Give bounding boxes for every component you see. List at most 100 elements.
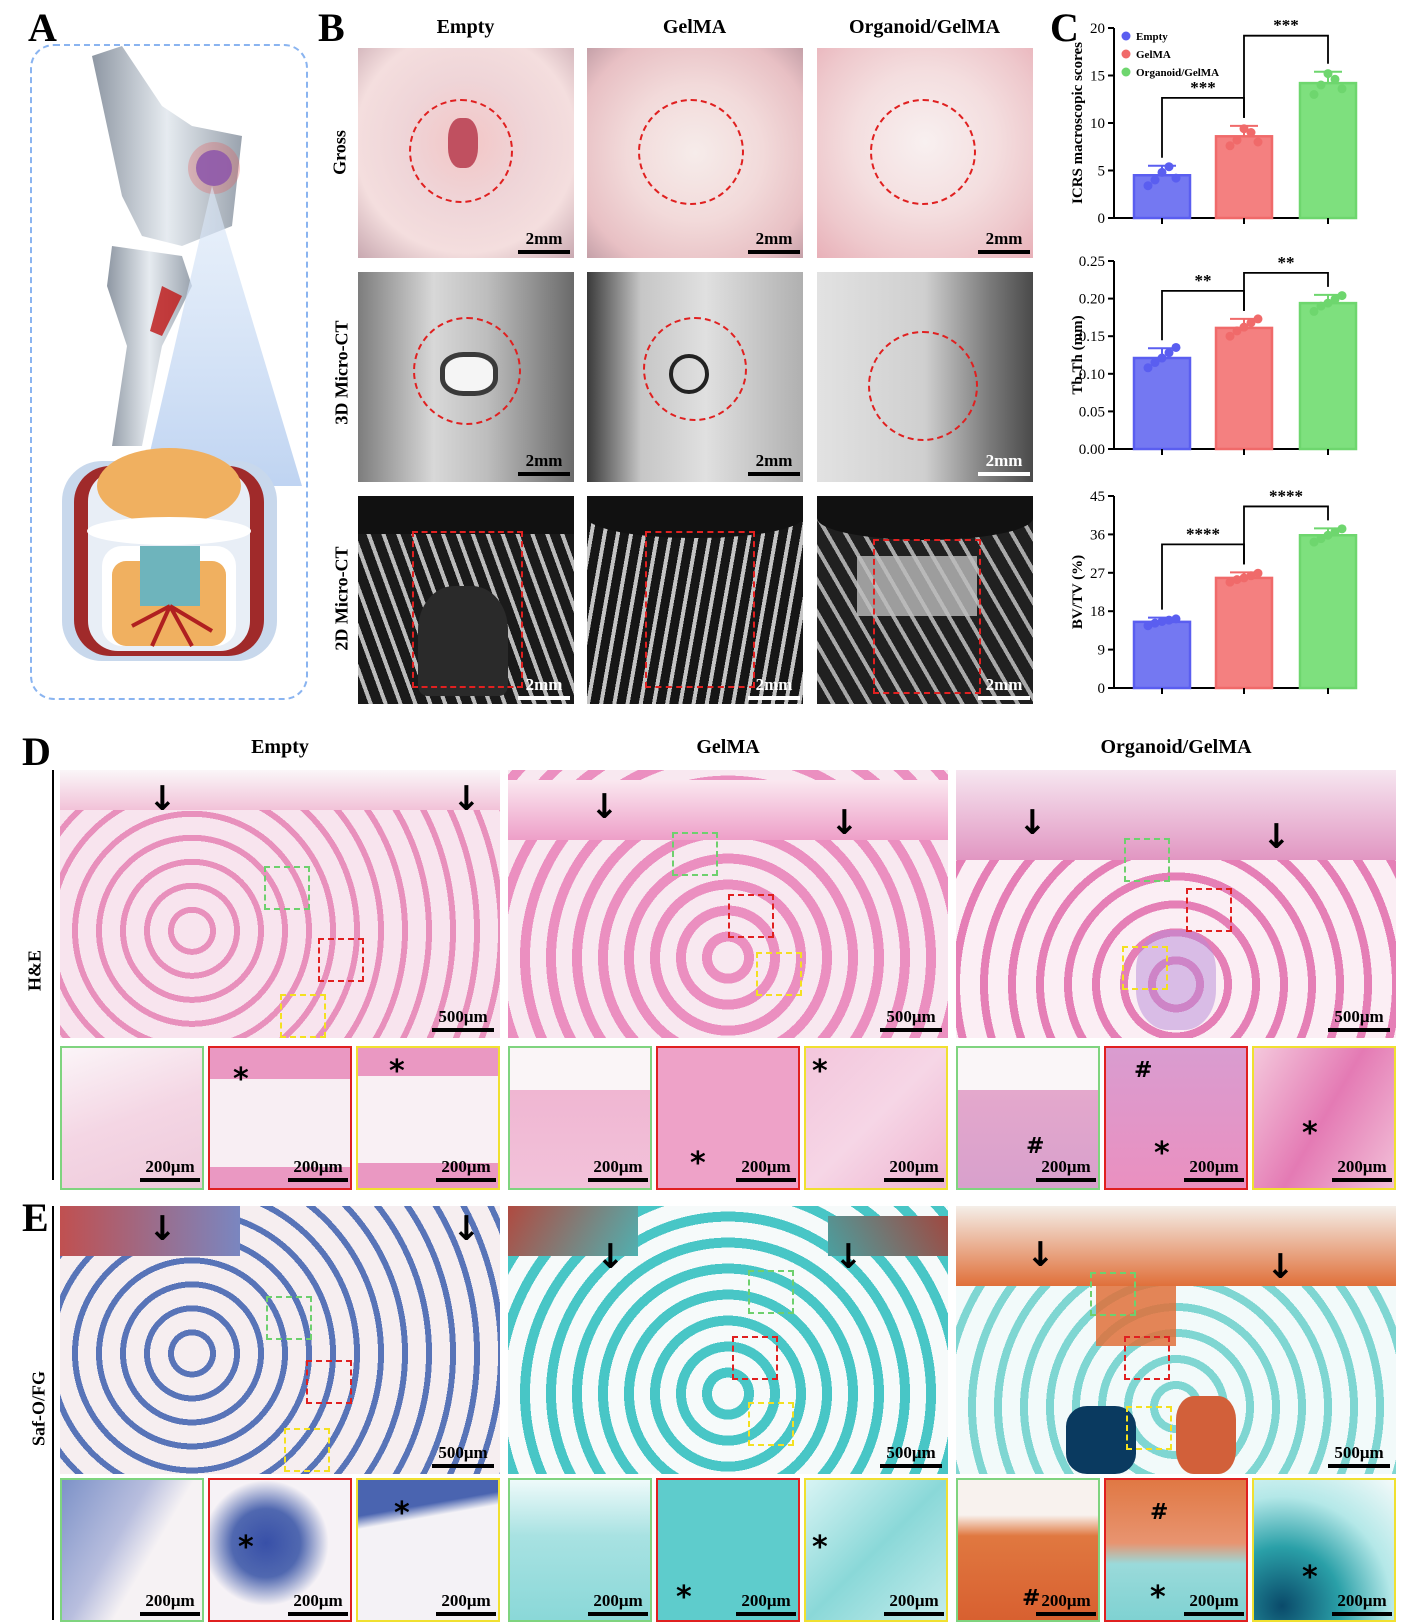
legend-marker — [1121, 49, 1131, 59]
y-axis-label: BV/TV (%) — [1070, 555, 1086, 629]
y-tick-label: 15 — [1090, 69, 1105, 85]
cartilage-hash-safo-organoid-green: # — [1022, 1586, 1041, 1611]
bar-organoid — [1298, 301, 1358, 451]
bar-empty — [1132, 356, 1192, 451]
data-point — [1337, 84, 1347, 94]
scale-bar-safo-inset-9: 200μm — [1332, 1592, 1392, 1616]
scale-bar-safo-inset-3: 200μm — [436, 1592, 496, 1616]
safo-inset-empty-green — [60, 1478, 204, 1622]
data-point — [1330, 294, 1340, 304]
data-point — [1316, 80, 1326, 90]
safo-gelma-overview — [508, 1206, 948, 1474]
data-point — [1225, 331, 1235, 341]
y-tick-label: 0.10 — [1079, 367, 1105, 383]
data-point — [1323, 298, 1333, 308]
col-title-empty-b: Empty — [436, 16, 495, 38]
legend-label: GelMA — [1136, 49, 1171, 61]
bar-empty — [1132, 620, 1192, 690]
defect-edge-arrow-he-organoid-left: ↓ — [1018, 803, 1047, 843]
panel-label-e: E — [22, 1195, 49, 1240]
safo-inset-organoid-green — [956, 1478, 1100, 1622]
legend-marker — [1121, 31, 1131, 41]
panel-label-b: B — [318, 5, 345, 50]
data-point — [1316, 301, 1326, 311]
roi-green-safo-organoid — [1090, 1272, 1136, 1316]
scale-bar-he-inset-5: 200μm — [736, 1158, 796, 1182]
cartilage-hash-safo-organoid-red: # — [1150, 1500, 1169, 1525]
bone-asterisk-safo-empty-red: * — [238, 1530, 254, 1565]
defect-edge-arrow-safo-gelma-left: ↓ — [596, 1237, 625, 1277]
defect-circle-3d-organoid — [868, 331, 978, 441]
bone-asterisk-he-organoid-yellow: * — [1302, 1116, 1318, 1151]
data-point — [1246, 128, 1256, 137]
roi-rect-2d-empty — [412, 531, 523, 688]
data-point — [1171, 342, 1181, 352]
scale-bar-3d-organoid: 2mm — [978, 452, 1030, 476]
roi-yellow-safo-organoid — [1126, 1406, 1172, 1450]
bone-asterisk-safo-organoid-red: * — [1150, 1580, 1166, 1615]
y-tick-label: 27 — [1090, 566, 1106, 582]
microct2d-gelma-image — [587, 496, 803, 704]
bone-asterisk-he-gelma-yellow: * — [812, 1054, 828, 1089]
defect-circle-gross-empty — [409, 99, 513, 203]
defect-edge-arrow-he-gelma-left: ↓ — [590, 787, 619, 827]
roi-red-he-organoid — [1186, 888, 1232, 932]
bar-gelma — [1214, 326, 1274, 451]
roi-red-safo-organoid — [1124, 1336, 1170, 1380]
scale-bar-he-inset-7: 200μm — [1036, 1158, 1096, 1182]
data-point — [1143, 363, 1153, 373]
significance-label: **** — [1186, 524, 1220, 543]
data-point — [1164, 162, 1174, 172]
col-title-gelma-d: GelMA — [696, 736, 760, 758]
data-point — [1164, 615, 1174, 625]
scale-bar-he-inset-8: 200μm — [1184, 1158, 1244, 1182]
data-point — [1239, 573, 1249, 583]
y-axis-label: ICRS macroscopic scores — [1070, 42, 1086, 204]
col-title-organoid-b: Organoid/GelMA — [848, 16, 1001, 38]
cartilage-hash-he-organoid-green: # — [1026, 1134, 1045, 1159]
data-point — [1225, 577, 1235, 587]
defect-circle-gross-gelma — [638, 99, 744, 205]
col-title-gelma-b: GelMA — [662, 16, 727, 38]
scale-bar-safo-inset-4: 200μm — [588, 1592, 648, 1616]
data-point — [1232, 575, 1242, 585]
data-point — [1150, 175, 1160, 185]
data-point — [1157, 353, 1167, 363]
y-tick-label: 5 — [1098, 164, 1106, 180]
bone-asterisk-he-gelma-red: * — [690, 1146, 706, 1181]
data-point — [1171, 614, 1181, 624]
data-point — [1150, 618, 1160, 628]
y-tick-label: 0.20 — [1079, 292, 1105, 308]
row-label-2d-microct: 2D Micro-CT — [331, 546, 352, 651]
defect-edge-arrow-safo-empty-right: ↓ — [452, 1209, 481, 1249]
he-organoid-overview — [956, 770, 1396, 1038]
data-point — [1143, 621, 1153, 631]
bone-asterisk-safo-gelma-red: * — [676, 1580, 692, 1615]
he-empty-overview — [60, 770, 500, 1038]
he-inset-gelma-yellow — [804, 1046, 948, 1190]
roi-yellow-safo-gelma — [748, 1402, 794, 1446]
y-tick-label: 0.25 — [1079, 254, 1105, 270]
significance-bracket — [1243, 271, 1329, 311]
scale-bar-gross-gelma: 2mm — [748, 230, 800, 254]
he-inset-organoid-red — [1104, 1046, 1248, 1190]
data-point — [1330, 527, 1340, 537]
roi-green-safo-gelma — [748, 1270, 794, 1314]
y-tick-label: 0.05 — [1079, 404, 1105, 420]
y-tick-label: 10 — [1090, 116, 1105, 132]
data-point — [1143, 181, 1153, 191]
y-axis-label: Tb.Th (mm) — [1070, 315, 1086, 394]
bone-asterisk-safo-organoid-yellow: * — [1302, 1560, 1318, 1595]
scale-bar-safo-gelma: 500μm — [880, 1444, 942, 1468]
bone-asterisk-safo-empty-yellow: * — [394, 1496, 410, 1531]
data-point — [1337, 291, 1347, 301]
row-divider-safo — [52, 1206, 54, 1620]
scale-bar-he-empty: 500μm — [432, 1008, 494, 1032]
bar-organoid — [1298, 81, 1358, 220]
data-point — [1164, 348, 1174, 358]
data-point — [1232, 326, 1242, 336]
roi-green-he-empty — [264, 866, 310, 910]
scale-bar-2d-organoid: 2mm — [978, 676, 1030, 700]
defect-edge-arrow-he-organoid-right: ↓ — [1262, 817, 1291, 857]
